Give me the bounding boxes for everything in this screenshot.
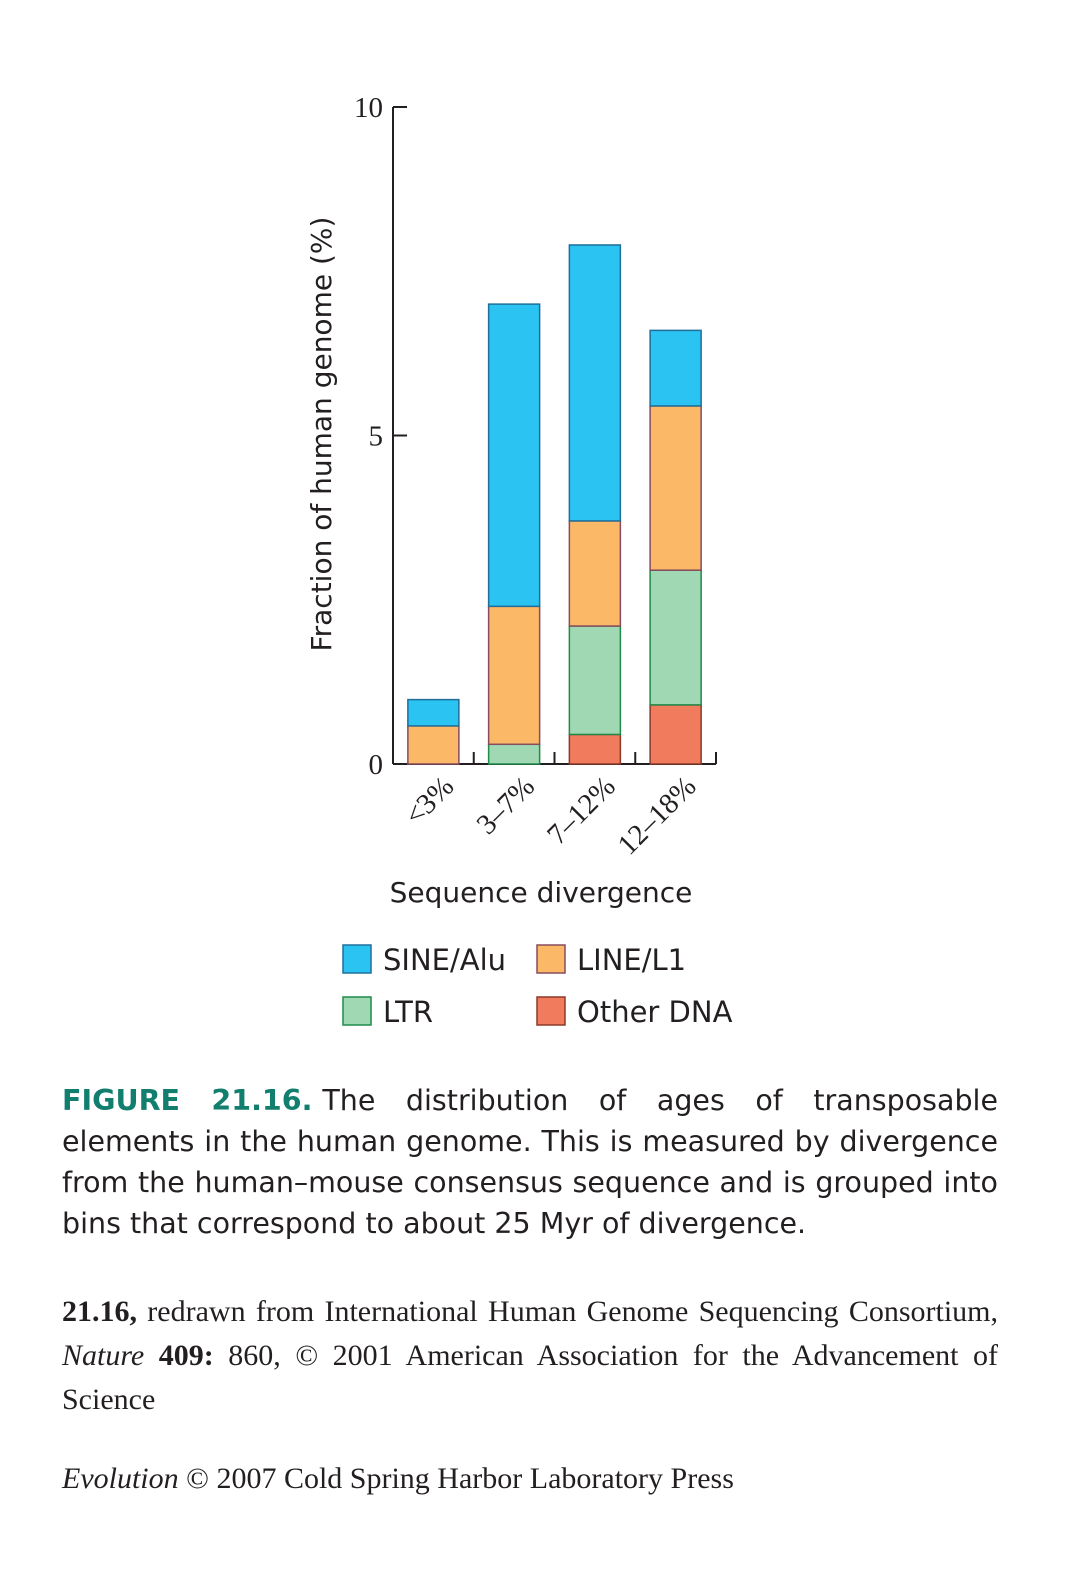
credit-text-2: 860, © 2001 American Association for the… bbox=[62, 1339, 999, 1416]
figure-caption: FIGURE 21.16. The distribution of ages of… bbox=[62, 1080, 998, 1244]
bar-segment bbox=[649, 405, 702, 571]
x-category-labels: <3% 3–7% 7–12%12–18% bbox=[399, 770, 703, 861]
x-tick-label: 3–7% bbox=[471, 770, 541, 840]
bar-segment bbox=[487, 743, 541, 765]
legend-swatch bbox=[536, 996, 566, 1026]
x-tick-label: 7–12% bbox=[541, 770, 622, 851]
footer-text: © 2007 Cold Spring Harbor Laboratory Pre… bbox=[186, 1462, 734, 1495]
legend-label: LINE/L1 bbox=[577, 943, 686, 977]
bar-segment bbox=[568, 520, 622, 627]
legend-label: SINE/Alu bbox=[383, 943, 506, 977]
credit-fig-number: 21.16, bbox=[62, 1295, 137, 1328]
figure-label: FIGURE 21.16. bbox=[62, 1084, 313, 1117]
legend-label: LTR bbox=[383, 995, 433, 1029]
bar-segment bbox=[487, 303, 541, 608]
caption-text: The distribution of ages of transposable… bbox=[62, 1084, 998, 1240]
footer-book-title: Evolution bbox=[62, 1462, 179, 1495]
stacked-bar-chart: 0 5 10 <3% 3–7% 7–12%12–18% Fraction of huma… bbox=[305, 92, 733, 1029]
x-tick-label: 12–18% bbox=[612, 770, 703, 861]
x-axis-label: Sequence divergence bbox=[390, 876, 693, 909]
bar-segment bbox=[568, 733, 622, 765]
bar-segment bbox=[649, 569, 702, 706]
legend-label: Other DNA bbox=[577, 995, 733, 1029]
credit-journal: Nature bbox=[62, 1339, 145, 1372]
y-axis-label: Fraction of human genome (%) bbox=[305, 217, 338, 652]
legend-swatch bbox=[536, 944, 566, 974]
copyright-footer: Evolution © 2007 Cold Spring Harbor Labo… bbox=[62, 1462, 734, 1496]
legend-swatch bbox=[342, 944, 372, 974]
legend-swatch bbox=[342, 996, 372, 1026]
y-tick-label: 0 bbox=[369, 749, 384, 781]
bar-segment bbox=[649, 329, 702, 407]
x-tick-label: <3% bbox=[399, 770, 461, 832]
legend: SINE/Alu LINE/L1 LTR Other DNA bbox=[342, 943, 733, 1029]
bar-segment bbox=[407, 725, 460, 765]
bar-segment bbox=[649, 704, 702, 765]
y-tick-label: 5 bbox=[369, 421, 384, 453]
bar-segment bbox=[487, 605, 541, 746]
credit-text-1: redrawn from International Human Genome … bbox=[147, 1295, 999, 1328]
y-tick-label: 10 bbox=[354, 92, 383, 124]
bar-segment bbox=[407, 698, 460, 727]
bars bbox=[407, 244, 702, 765]
bar-segment bbox=[568, 244, 622, 522]
figure-credit: 21.16, redrawn from International Human … bbox=[62, 1290, 998, 1422]
credit-volume: 409: bbox=[158, 1339, 214, 1372]
bar-segment bbox=[568, 625, 622, 736]
